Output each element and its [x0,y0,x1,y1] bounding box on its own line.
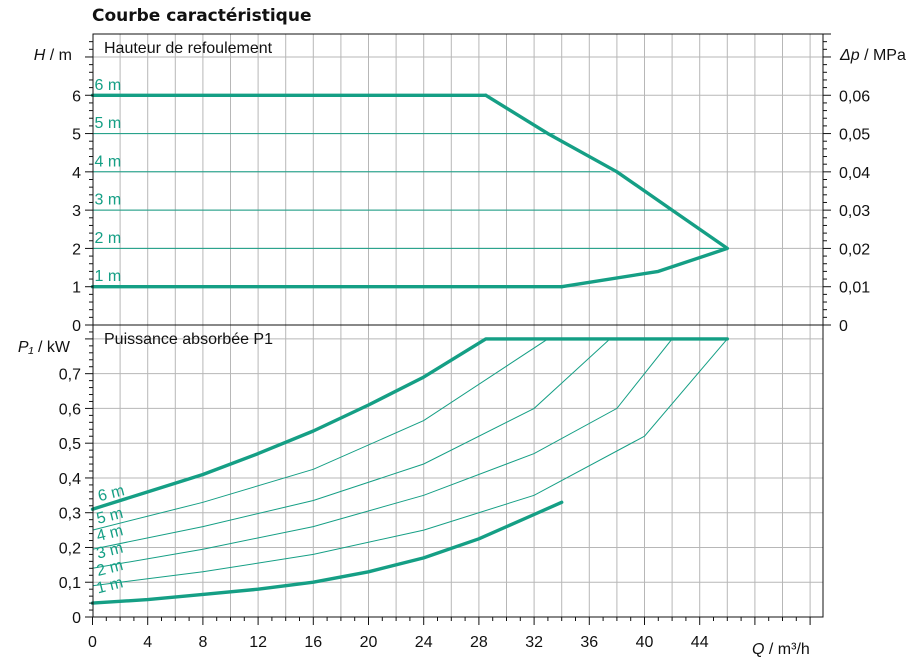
power-y-tick-label: 0,6 [59,401,81,418]
power-curve-1m [90,500,564,605]
power-curve-label-4m: 4 m [95,522,125,545]
power-y-tick-label: 0,3 [59,506,81,523]
chart-title: Courbe caractéristique [92,6,312,26]
head-curve-label-5m: 5 m [95,115,122,132]
pressure-y-tick-label: 0 [839,318,848,335]
power-curve-5m [92,338,728,531]
x-tick-label: 24 [415,634,433,651]
head-curve-label-1m: 1 m [95,268,122,285]
head-y-tick-label: 6 [72,88,81,105]
x-tick-label: 4 [143,634,152,651]
power-curve-3m [92,338,728,569]
x-tick-label: 32 [525,634,543,651]
power-y-axis-title-variable: P₁ [18,339,34,356]
power-curve-label-6m: 6 m [96,482,126,505]
power-y-axis-title-unit: / kW [34,339,71,356]
pressure-y-axis-title: Δp / MPa [839,47,906,64]
head-y-tick-label: 5 [72,127,81,144]
x-tick-label: 40 [636,634,654,651]
head-y-tick-label: 1 [72,280,81,297]
head-curve-label-4m: 4 m [95,153,122,170]
x-tick-label: 36 [580,634,598,651]
x-tick-label: 8 [198,634,207,651]
head-panel-title: Hauteur de refoulement [104,40,273,57]
power-curve-2m [92,338,728,587]
pressure-y-tick-label: 0,01 [839,280,870,297]
head-y-axis-title: H / m [34,47,72,64]
x-tick-label: 0 [88,634,97,651]
head-y-tick-label: 3 [72,203,81,220]
x-tick-label: 20 [360,634,378,651]
power-y-tick-label: 0,4 [59,471,81,488]
power-curve-6m [90,337,729,511]
head-y-tick-label: 4 [72,165,81,182]
pressure-y-tick-label: 0,02 [839,241,870,258]
head-y-axis-title-unit: / m [45,47,72,64]
x-tick-label: 28 [470,634,488,651]
power-curve-label-2m: 2 m [95,557,125,580]
flow-x-axis-title-variable: Q [752,641,764,658]
head-curve-envelope [484,93,729,289]
head-y-tick-label: 2 [72,241,81,258]
x-tick-label: 16 [304,634,322,651]
head-y-tick-label: 0 [72,318,81,335]
pressure-y-axis-title-variable: Δp [839,47,860,64]
flow-x-axis-title: Q / m³/h [752,641,810,658]
power-curve-label-1m: 1 m [95,574,125,597]
x-tick-label: 12 [249,634,267,651]
head-curve-label-6m: 6 m [95,77,122,94]
power-y-tick-label: 0,5 [59,436,81,453]
pressure-y-tick-label: 0,03 [839,203,870,220]
x-tick-label: 44 [691,634,709,651]
power-curve-4m [92,338,728,550]
pressure-y-tick-label: 0,06 [839,88,870,105]
power-y-axis-title: P₁ / kW [18,339,71,356]
power-y-tick-label: 0,1 [59,575,81,592]
power-y-tick-label: 0,7 [59,367,81,384]
pressure-y-tick-label: 0,04 [839,165,870,182]
power-y-tick-label: 0 [72,610,81,627]
power-curve-label-5m: 5 m [95,505,125,528]
pressure-y-tick-label: 0,05 [839,127,870,144]
head-curve-label-2m: 2 m [95,230,122,247]
head-y-axis-title-variable: H [34,47,46,64]
pressure-y-axis-title-unit: / MPa [860,47,906,64]
power-panel-title: Puissance absorbée P1 [104,331,273,348]
flow-x-axis-title-unit: / m³/h [764,641,809,658]
head-curve-label-3m: 3 m [95,192,122,209]
power-curve-label-3m: 3 m [95,540,125,563]
power-y-tick-label: 0,2 [59,540,81,557]
